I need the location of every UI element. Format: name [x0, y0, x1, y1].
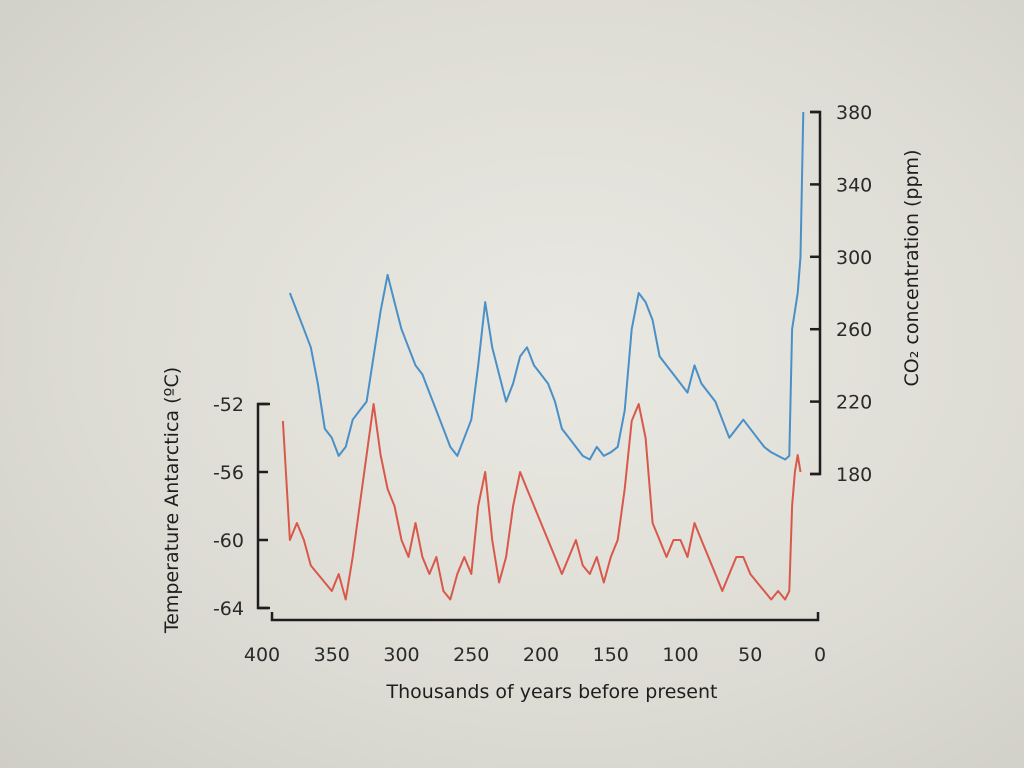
- temperature-axis: -52 -56 -60 -64 Temperature Antarctica (ºC): [161, 367, 270, 634]
- temperature-axis-title: Temperature Antarctica (ºC): [161, 367, 183, 634]
- x-tick-label: 100: [662, 644, 698, 666]
- co2-axis-line: [810, 110, 822, 476]
- x-axis: 400 350 300 250 200 150 100 50 0 Thousands of ye…: [244, 612, 826, 703]
- co2-tick-label: 180: [836, 464, 872, 486]
- x-tick-label: 400: [244, 644, 280, 666]
- co2-axis: 380 340 300 260 220 180 CO₂ concentration (pp…: [810, 102, 923, 486]
- co2-axis-title: CO₂ concentration (ppm): [901, 150, 923, 387]
- x-tick-label: 300: [383, 644, 419, 666]
- x-tick-label: 0: [814, 644, 826, 666]
- co2-tick-label: 300: [836, 247, 872, 269]
- co2-tick-label: 220: [836, 392, 872, 414]
- x-axis-title: Thousands of years before present: [386, 681, 718, 703]
- temperature-axis-line: [256, 402, 270, 610]
- x-tick-label: 350: [314, 644, 350, 666]
- co2-tick-label: 260: [836, 319, 872, 341]
- temperature-tick-label: -56: [213, 462, 244, 484]
- temperature-series-line: [281, 403, 802, 601]
- co2-tick-label: 340: [836, 174, 872, 196]
- temperature-tick-label: -64: [213, 598, 244, 620]
- x-tick-label: 200: [523, 644, 559, 666]
- x-axis-line: [270, 612, 820, 622]
- temperature-tick-label: -60: [213, 530, 244, 552]
- co2-tick-label: 380: [836, 102, 872, 124]
- series-layer: [281, 111, 805, 601]
- x-tick-label: 250: [453, 644, 489, 666]
- x-tick-label: 50: [738, 644, 762, 666]
- co2-series-line: [288, 111, 805, 461]
- temperature-tick-label: -52: [213, 394, 244, 416]
- x-tick-label: 150: [593, 644, 629, 666]
